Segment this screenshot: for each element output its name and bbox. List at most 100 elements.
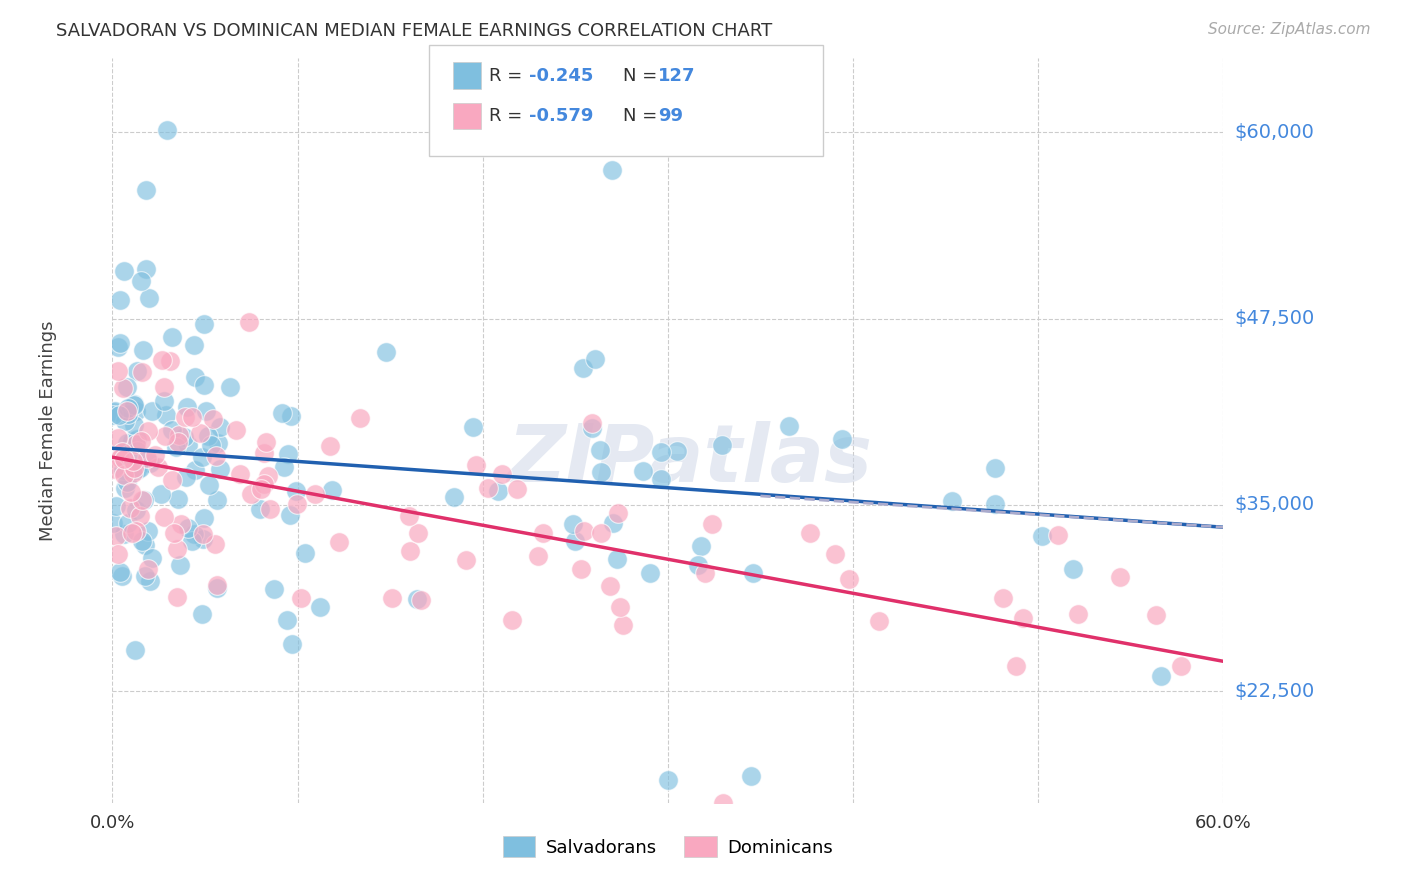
Point — [124, 643, 146, 657]
Point — [599, 578, 621, 592]
Point — [506, 482, 529, 496]
Point — [650, 471, 672, 485]
Point — [131, 365, 153, 379]
Point — [111, 444, 134, 458]
Point — [710, 438, 733, 452]
Point — [160, 329, 183, 343]
Point — [138, 291, 160, 305]
Point — [406, 526, 429, 541]
Point — [564, 533, 586, 548]
Point — [209, 462, 232, 476]
Point — [581, 416, 603, 430]
Point — [778, 418, 800, 433]
Point — [138, 424, 160, 438]
Point — [162, 473, 184, 487]
Text: ZIPatlas: ZIPatlas — [508, 421, 873, 500]
Point — [122, 418, 145, 433]
Point — [1067, 607, 1090, 622]
Point — [278, 508, 301, 522]
Point — [688, 558, 710, 572]
Point — [1062, 562, 1084, 576]
Point — [136, 524, 159, 538]
Point — [465, 458, 488, 472]
Point — [148, 460, 170, 475]
Point — [657, 773, 679, 788]
Point — [461, 420, 484, 434]
Point — [188, 426, 211, 441]
Point — [193, 317, 215, 331]
Point — [304, 487, 326, 501]
Point — [208, 419, 231, 434]
Point — [166, 590, 188, 604]
Point — [166, 542, 188, 557]
Text: -0.245: -0.245 — [529, 67, 593, 85]
Point — [1170, 658, 1192, 673]
Point — [491, 467, 513, 481]
Point — [606, 551, 628, 566]
Point — [740, 769, 762, 783]
Point — [138, 456, 160, 470]
Point — [115, 475, 138, 489]
Point — [991, 591, 1014, 606]
Point — [477, 481, 499, 495]
Point — [118, 501, 141, 516]
Point — [612, 618, 634, 632]
Point — [181, 533, 204, 548]
Text: $47,500: $47,500 — [1234, 310, 1315, 328]
Point — [155, 408, 177, 422]
Point — [205, 450, 228, 464]
Point — [309, 600, 332, 615]
Point — [271, 407, 294, 421]
Point — [443, 491, 465, 505]
Point — [104, 499, 127, 513]
Point — [134, 569, 156, 583]
Point — [294, 546, 316, 560]
Point — [238, 315, 260, 329]
Point — [163, 526, 186, 541]
Point — [1012, 611, 1035, 625]
Point — [259, 502, 281, 516]
Point — [121, 484, 143, 499]
Point — [713, 796, 735, 810]
Point — [141, 551, 163, 566]
Point — [589, 526, 612, 541]
Point — [838, 572, 860, 586]
Point — [650, 444, 672, 458]
Text: Source: ZipAtlas.com: Source: ZipAtlas.com — [1208, 22, 1371, 37]
Point — [177, 521, 200, 535]
Point — [1144, 608, 1167, 623]
Point — [143, 448, 166, 462]
Point — [101, 516, 124, 531]
Point — [193, 378, 215, 392]
Point — [583, 351, 606, 366]
Point — [205, 581, 228, 595]
Point — [527, 549, 550, 563]
Point — [122, 454, 145, 468]
Point — [167, 492, 190, 507]
Point — [285, 497, 308, 511]
Point — [195, 404, 218, 418]
Point — [115, 404, 138, 418]
Point — [122, 398, 145, 412]
Point — [824, 547, 846, 561]
Point — [205, 578, 228, 592]
Point — [112, 526, 135, 541]
Point — [602, 516, 624, 530]
Text: $22,500: $22,500 — [1234, 681, 1315, 700]
Text: N =: N = — [623, 67, 662, 85]
Point — [127, 443, 149, 458]
Text: R =: R = — [489, 107, 529, 125]
Point — [456, 553, 478, 567]
Point — [115, 380, 138, 394]
Point — [108, 565, 131, 579]
Point — [633, 464, 655, 478]
Point — [108, 409, 131, 423]
Point — [131, 492, 153, 507]
Point — [589, 443, 612, 458]
Point — [107, 364, 129, 378]
Point — [112, 468, 135, 483]
Point — [107, 340, 129, 354]
Point — [191, 450, 214, 465]
Point — [409, 592, 432, 607]
Point — [695, 566, 717, 581]
